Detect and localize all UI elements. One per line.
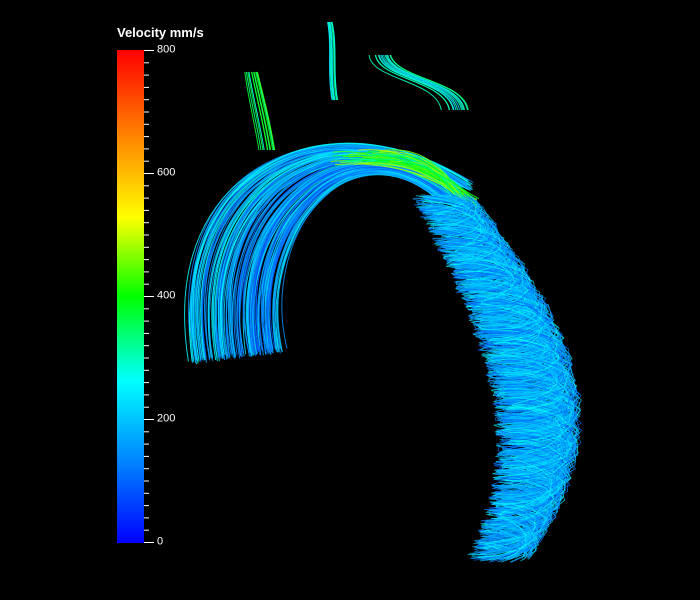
streamline-branch xyxy=(385,54,463,111)
streamline-branch xyxy=(251,71,268,151)
streamline-arch xyxy=(274,169,443,354)
tick-label-0: 0 xyxy=(157,535,164,548)
streamline-jet xyxy=(353,154,479,205)
streamline-arch xyxy=(215,151,457,359)
streamline-arch xyxy=(230,159,457,357)
streamline-branch xyxy=(245,71,262,151)
streamline-arch xyxy=(261,166,446,355)
streamline-descending xyxy=(432,192,579,556)
tick-label-400: 400 xyxy=(157,289,176,302)
tick-label-600: 600 xyxy=(157,166,176,179)
tick-label-800: 800 xyxy=(157,43,176,56)
streamline-descending xyxy=(421,200,571,559)
streamline-descending xyxy=(428,196,573,551)
streamline-branch xyxy=(383,54,460,111)
streamline-branch xyxy=(378,54,454,111)
streamline-arch xyxy=(272,173,446,350)
streamline-arch xyxy=(281,172,444,349)
streamline-branch xyxy=(375,54,450,111)
streamline-branch xyxy=(248,71,265,151)
streamline-branch xyxy=(329,21,336,101)
streamline-arch xyxy=(249,162,454,352)
streamline-branch xyxy=(328,21,335,101)
streamline-descending xyxy=(420,199,570,557)
streamline-branch xyxy=(368,54,442,111)
streamline-branch xyxy=(247,71,264,151)
streamline-arch xyxy=(248,164,450,353)
tick-label-200: 200 xyxy=(157,412,176,425)
streamline-branch xyxy=(255,71,274,151)
streamline-arch xyxy=(257,169,446,355)
colorbar-tick-marks xyxy=(144,50,154,543)
streamline-branch xyxy=(380,54,457,111)
streamline-branch xyxy=(327,21,333,101)
streamline-branch xyxy=(390,54,469,111)
streamline-branch xyxy=(253,71,271,151)
streamline-branch xyxy=(387,54,465,111)
streamline-descending xyxy=(424,201,576,552)
streamline-branch xyxy=(256,71,275,151)
streamline-jet xyxy=(332,151,458,201)
streamline-jet xyxy=(367,161,474,200)
velocity-colorbar xyxy=(117,50,144,543)
streamline-branch xyxy=(244,71,260,151)
streamline-descending xyxy=(430,192,574,549)
streamline-descending xyxy=(434,197,565,554)
streamline-branch xyxy=(331,21,339,101)
streamline-arch xyxy=(192,142,469,364)
streamline-descending xyxy=(422,201,581,548)
streamline-arch xyxy=(207,150,461,359)
streamline-branch xyxy=(253,71,272,151)
streamline-arch xyxy=(243,165,450,354)
streamline-arch xyxy=(250,161,447,353)
streamline-branch xyxy=(256,71,276,151)
streamline-branch xyxy=(330,21,337,101)
streamline-descending xyxy=(414,203,582,560)
streamline-jet xyxy=(385,156,480,200)
colorbar-title: Velocity mm/s xyxy=(117,25,204,40)
streamline-branch xyxy=(381,54,458,111)
streamline-descending xyxy=(436,194,568,557)
